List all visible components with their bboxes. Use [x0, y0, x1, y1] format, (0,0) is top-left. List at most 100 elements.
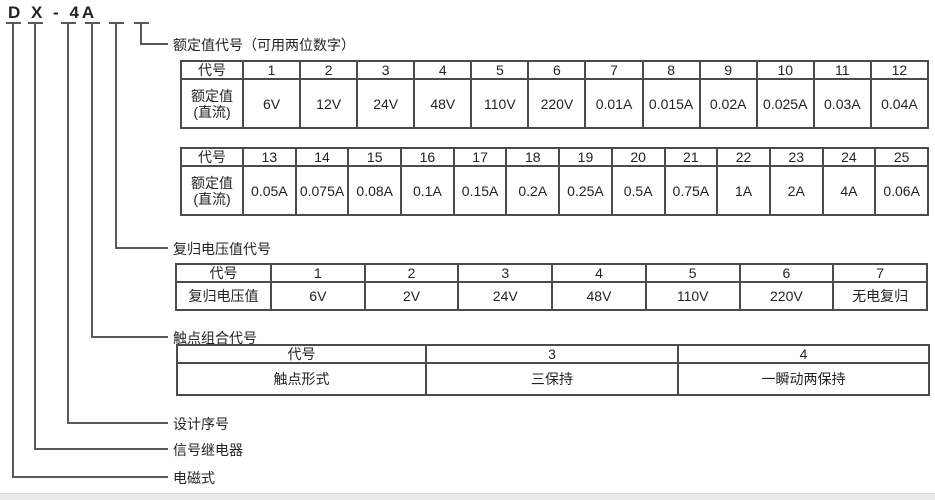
connector-hline-rated-code [140, 43, 168, 45]
table-row: 代号 1 2 3 4 5 6 7 [175, 262, 928, 284]
table-cell: 触点形式 [176, 362, 427, 397]
table-cell: 3 [457, 262, 554, 284]
table-cell: 17 [452, 146, 508, 168]
connector-vline-signal-relay [34, 22, 36, 450]
table-cell: 10 [755, 59, 815, 81]
label-signal-relay: 信号继电器 [173, 442, 243, 458]
table-cell: 代号 [176, 343, 427, 365]
table-cell: 8 [641, 59, 701, 81]
table-cell: 0.25A [558, 165, 613, 217]
table-cell: 复归电压值 [175, 281, 272, 312]
table-cell: 额定值 (直流) [180, 165, 244, 217]
table-row: 代号 3 4 [176, 343, 930, 365]
table-cell: 21 [663, 146, 719, 168]
table-cell: 12V [299, 78, 359, 130]
table-row: 额定值 (直流) 6V 12V 24V 48V 110V 220V 0.01A 0.015A 0.… [180, 78, 930, 130]
table-cell: 25 [874, 146, 929, 168]
table-cell: 14 [294, 146, 350, 168]
table-cell: 220V [738, 281, 835, 312]
reset-voltage-table: 代号 1 2 3 4 5 6 7 复归电压值 6V 2V 24V 48V 110V 220V 无电复归 [175, 262, 928, 312]
table-cell: 2 [299, 59, 359, 81]
table-cell: 无电复归 [832, 281, 928, 312]
connector-hline-electromagnetic [12, 476, 168, 478]
table-row: 触点形式 三保持 一瞬动两保持 [176, 362, 930, 397]
table-cell: 0.03A [812, 78, 872, 130]
table-cell: 0.15A [452, 165, 508, 217]
table-cell: 110V [470, 78, 530, 130]
table-row: 复归电压值 6V 2V 24V 48V 110V 220V 无电复归 [175, 281, 928, 312]
table-cell: 2A [768, 165, 824, 217]
connector-hline-signal-relay [34, 448, 168, 450]
table-cell: 1A [716, 165, 771, 217]
table-cell: 6V [241, 78, 302, 130]
table-cell: 0.02A [698, 78, 758, 130]
rated-value-table-2: 代号 13 14 15 16 17 18 19 20 21 22 23 24 25 额定值 (直流) 0.05… [180, 146, 929, 217]
table-cell: 代号 [180, 59, 244, 81]
table-cell: 5 [644, 262, 741, 284]
label-rated-value-code: 额定值代号（可用两位数字） [173, 37, 355, 53]
table-cell: 5 [470, 59, 530, 81]
table-cell: 0.75A [663, 165, 719, 217]
table-cell: 2V [363, 281, 460, 312]
table-cell: 额定值 (直流) [180, 78, 244, 130]
table-cell: 48V [413, 78, 473, 130]
connector-vline-contact-code [91, 22, 93, 338]
table-cell: 2 [363, 262, 460, 284]
table-cell: 220V [527, 78, 587, 130]
table-cell: 4 [413, 59, 473, 81]
table-cell: 0.08A [347, 165, 403, 217]
connector-vline-reset-code [115, 22, 117, 249]
table-cell: 19 [558, 146, 613, 168]
table-cell: 三保持 [425, 362, 679, 397]
connector-hline-contact-code [91, 336, 168, 338]
table-cell: 13 [242, 146, 297, 168]
table-cell: 0.5A [610, 165, 666, 217]
label-contact-combo-code: 触点组合代号 [173, 330, 257, 346]
table-cell: 代号 [180, 146, 244, 168]
table-cell: 1 [241, 59, 302, 81]
model-code: D X - 4A [8, 3, 98, 22]
table-cell: 18 [505, 146, 561, 168]
table-row: 代号 13 14 15 16 17 18 19 20 21 22 23 24 25 [180, 146, 929, 168]
table-cell: 24V [457, 281, 554, 312]
connector-hline-design-serial [67, 422, 168, 424]
table-cell: 0.075A [294, 165, 350, 217]
table-cell: 代号 [175, 262, 272, 284]
table-cell: 一瞬动两保持 [677, 362, 930, 397]
table-cell: 9 [698, 59, 758, 81]
table-row: 额定值 (直流) 0.05A 0.075A 0.08A 0.1A 0.15A 0.2A 0.2… [180, 165, 929, 217]
table-cell: 6V [270, 281, 366, 312]
table-cell: 6 [527, 59, 587, 81]
table-cell: 0.025A [755, 78, 815, 130]
table-cell: 24 [821, 146, 877, 168]
label-electromagnetic: 电磁式 [173, 470, 215, 486]
connector-vline-rated-code [140, 22, 142, 45]
connector-hline-reset-code [115, 247, 168, 249]
table-cell: 4A [821, 165, 877, 217]
table-cell: 4 [677, 343, 930, 365]
table-cell: 22 [716, 146, 771, 168]
contact-combination-table: 代号 3 4 触点形式 三保持 一瞬动两保持 [176, 343, 930, 397]
rated-value-table-1: 代号 1 2 3 4 5 6 7 8 9 10 11 12 额定值 (直流) 6V 12V 24V 48V 110V… [180, 59, 930, 130]
table-cell: 20 [610, 146, 666, 168]
table-cell: 23 [768, 146, 824, 168]
table-cell: 0.2A [505, 165, 561, 217]
table-cell: 0.015A [641, 78, 701, 130]
table-cell: 4 [551, 262, 647, 284]
table-cell: 16 [400, 146, 455, 168]
table-row: 代号 1 2 3 4 5 6 7 8 9 10 11 12 [180, 59, 930, 81]
table-cell: 0.04A [869, 78, 930, 130]
connector-vline-design-serial [67, 22, 69, 424]
table-cell: 24V [356, 78, 416, 130]
label-design-serial: 设计序号 [173, 416, 229, 432]
table-cell: 3 [356, 59, 416, 81]
table-cell: 0.06A [874, 165, 929, 217]
table-cell: 48V [551, 281, 647, 312]
table-cell: 1 [270, 262, 366, 284]
connector-vline-electromagnetic [12, 22, 14, 478]
table-cell: 6 [738, 262, 835, 284]
table-cell: 110V [644, 281, 741, 312]
page-bottom-bar [0, 493, 935, 500]
table-cell: 3 [425, 343, 679, 365]
